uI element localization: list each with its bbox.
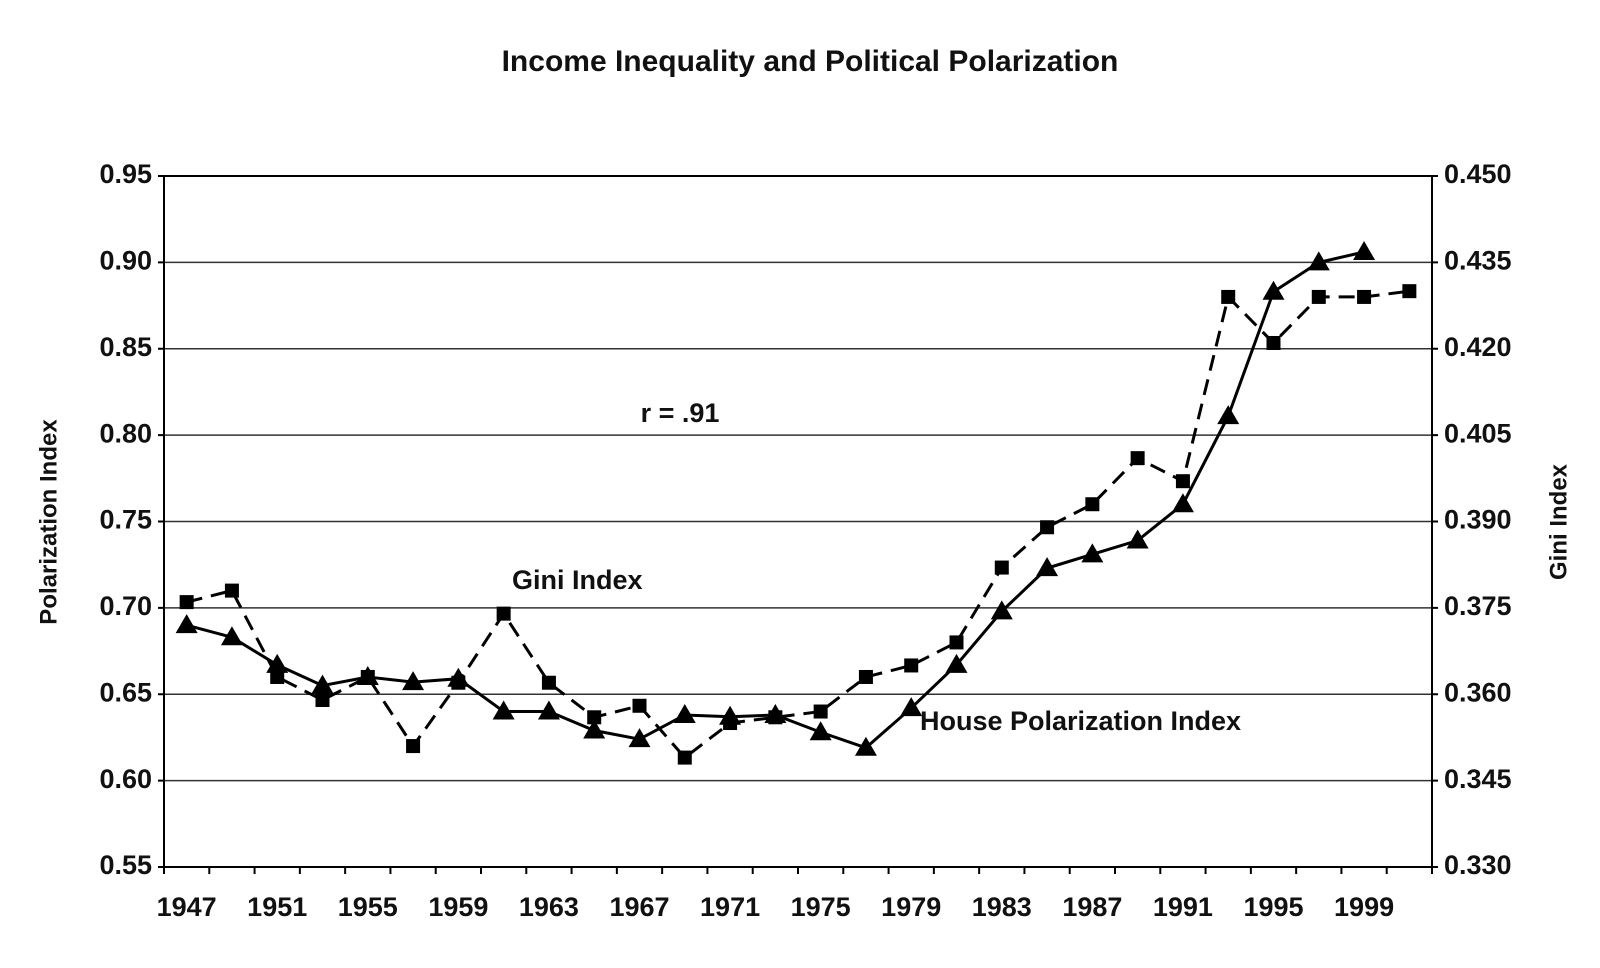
x-tick-label: 1959 [428,892,488,922]
y2-tick-label: 0.405 [1444,418,1512,448]
chart-title: Income Inequality and Political Polariza… [502,45,1119,78]
marker [179,595,194,610]
marker [541,675,556,690]
x-tick-label: 1963 [519,892,579,922]
y-tick-label: 0.85 [99,332,152,362]
y2-tick-label: 0.390 [1444,505,1512,535]
marker [945,653,968,673]
marker [809,721,832,741]
x-tick-label: 1999 [1334,892,1394,922]
y2-tick-label: 0.450 [1444,159,1512,189]
annotation: r = .91 [641,398,720,428]
marker [858,669,873,684]
marker [1081,543,1104,563]
x-tick-label: 1955 [338,892,398,922]
marker [632,698,647,713]
marker [813,704,828,719]
y-tick-label: 0.60 [99,764,152,794]
marker [1217,405,1240,425]
marker [311,674,334,694]
y2-tick-label: 0.420 [1444,332,1512,362]
y-tick-label: 0.65 [99,677,152,707]
y-tick-label: 0.55 [99,850,152,880]
marker [583,719,606,739]
marker [587,710,602,725]
marker [1402,284,1417,299]
marker [673,703,696,723]
marker [1130,451,1145,466]
y-axis-title: Polarization Index [35,419,62,625]
marker [949,635,964,650]
marker [1262,280,1285,300]
marker [496,606,511,621]
x-tick-label: 1991 [1153,892,1213,922]
marker [723,716,738,731]
marker [1311,289,1326,304]
marker [402,671,425,691]
y-tick-label: 0.70 [99,591,152,621]
x-tick-label: 1971 [700,892,760,922]
x-tick-label: 1995 [1243,892,1303,922]
series-label: Gini Index [512,565,643,595]
marker [1126,529,1149,549]
y2-tick-label: 0.435 [1444,246,1512,276]
marker [451,675,466,690]
marker [1221,289,1236,304]
marker [224,583,239,598]
marker [628,728,651,748]
series-label: House Polarization Index [920,706,1241,736]
x-tick-label: 1975 [791,892,851,922]
marker [994,560,1009,575]
x-tick-label: 1951 [247,892,307,922]
marker [537,700,560,720]
x-tick-label: 1983 [972,892,1032,922]
y-tick-label: 0.75 [99,505,152,535]
x-tick-label: 1979 [881,892,941,922]
y2-tick-label: 0.360 [1444,677,1512,707]
y-tick-label: 0.90 [99,246,152,276]
marker [175,614,198,634]
marker [220,626,243,646]
x-tick-label: 1987 [1062,892,1122,922]
y2-tick-label: 0.345 [1444,764,1512,794]
x-tick-label: 1967 [609,892,669,922]
marker [1175,474,1190,489]
marker [1040,520,1055,535]
marker [990,600,1013,620]
y2-tick-label: 0.375 [1444,591,1512,621]
marker [904,658,919,673]
marker [1353,241,1376,261]
series-line [186,289,1410,760]
marker [360,669,375,684]
marker [854,736,877,756]
marker [768,710,783,725]
marker [1036,557,1059,577]
y-tick-label: 0.80 [99,418,152,448]
marker [270,669,285,684]
marker [1307,251,1330,271]
marker [1266,335,1281,350]
y-tick-label: 0.95 [99,159,152,189]
marker [1357,289,1372,304]
marker [900,697,923,717]
marker [492,700,515,720]
x-tick-label: 1947 [157,892,217,922]
y2-tick-label: 0.330 [1444,850,1512,880]
marker [406,739,421,754]
marker [315,693,330,708]
marker [677,750,692,765]
marker [1085,497,1100,512]
marker [1171,493,1194,513]
y2-axis-title: Gini Index [1545,463,1572,580]
